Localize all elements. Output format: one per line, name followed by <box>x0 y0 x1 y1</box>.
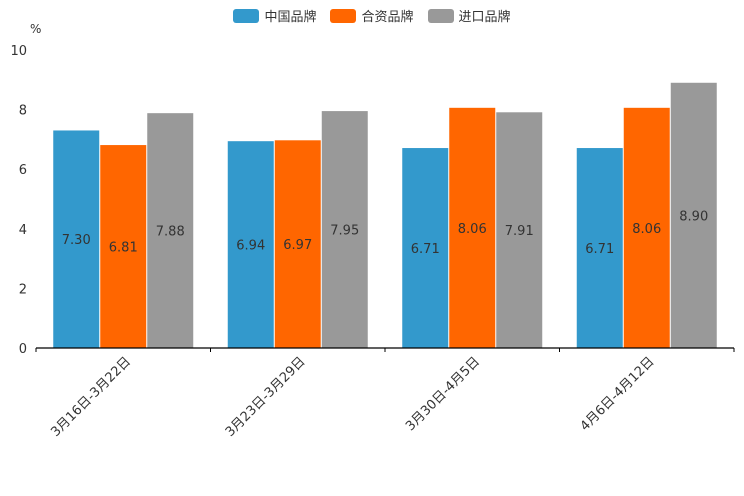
bar-value-label: 8.06 <box>632 222 661 237</box>
y-tick-label: 8 <box>19 104 27 119</box>
y-tick-label: 0 <box>19 342 27 357</box>
y-tick-label: 10 <box>10 44 27 59</box>
bar[interactable] <box>147 113 194 349</box>
y-tick-label: 2 <box>19 282 27 297</box>
legend-label-imported-brand: 进口品牌 <box>458 10 511 25</box>
legend-item-china-brand[interactable]: 中国品牌 <box>233 6 316 25</box>
x-category-label: 3月30日-4月5日 <box>403 354 483 434</box>
bar[interactable] <box>227 141 274 348</box>
bar[interactable] <box>402 148 449 348</box>
bar-value-label: 6.71 <box>585 242 614 257</box>
bar-value-label: 8.90 <box>679 209 708 224</box>
legend-swatch-china-brand <box>233 8 260 23</box>
bar-value-label: 7.91 <box>505 224 534 239</box>
bar[interactable] <box>321 111 368 348</box>
legend-item-joint-venture-brand[interactable]: 合资品牌 <box>330 6 414 25</box>
y-axis-unit: % <box>30 22 42 36</box>
bar-value-label: 6.94 <box>236 239 265 254</box>
x-category-label: 3月16日-3月22日 <box>48 354 134 440</box>
bar[interactable] <box>623 107 670 348</box>
legend-swatch-imported-brand <box>427 8 454 23</box>
bar-value-label: 7.95 <box>330 224 359 239</box>
bar-value-label: 7.30 <box>62 233 91 248</box>
bar[interactable] <box>100 145 147 348</box>
x-category-label: 3月23日-3月29日 <box>223 354 309 440</box>
bar-value-label: 6.97 <box>283 238 312 253</box>
bar-value-label: 6.71 <box>411 242 440 257</box>
bar-value-label: 8.06 <box>458 222 487 237</box>
bar[interactable] <box>449 107 496 348</box>
bar[interactable] <box>53 130 100 348</box>
legend-label-joint-venture-brand: 合资品牌 <box>361 10 414 25</box>
bar[interactable] <box>274 140 321 348</box>
legend-swatch-joint-venture-brand <box>330 8 357 23</box>
y-tick-label: 6 <box>19 163 27 178</box>
bar[interactable] <box>670 82 717 348</box>
bar[interactable] <box>576 148 623 348</box>
bar[interactable] <box>496 112 543 348</box>
bar-value-label: 6.81 <box>109 241 138 256</box>
legend-label-china-brand: 中国品牌 <box>264 10 317 25</box>
y-tick-label: 4 <box>19 223 27 238</box>
chart-legend: 中国品牌 合资品牌 进口品牌 <box>0 6 744 25</box>
bar-value-label: 7.88 <box>156 225 185 240</box>
legend-item-imported-brand[interactable]: 进口品牌 <box>427 6 511 25</box>
x-category-label: 4月6日-4月12日 <box>578 354 658 434</box>
